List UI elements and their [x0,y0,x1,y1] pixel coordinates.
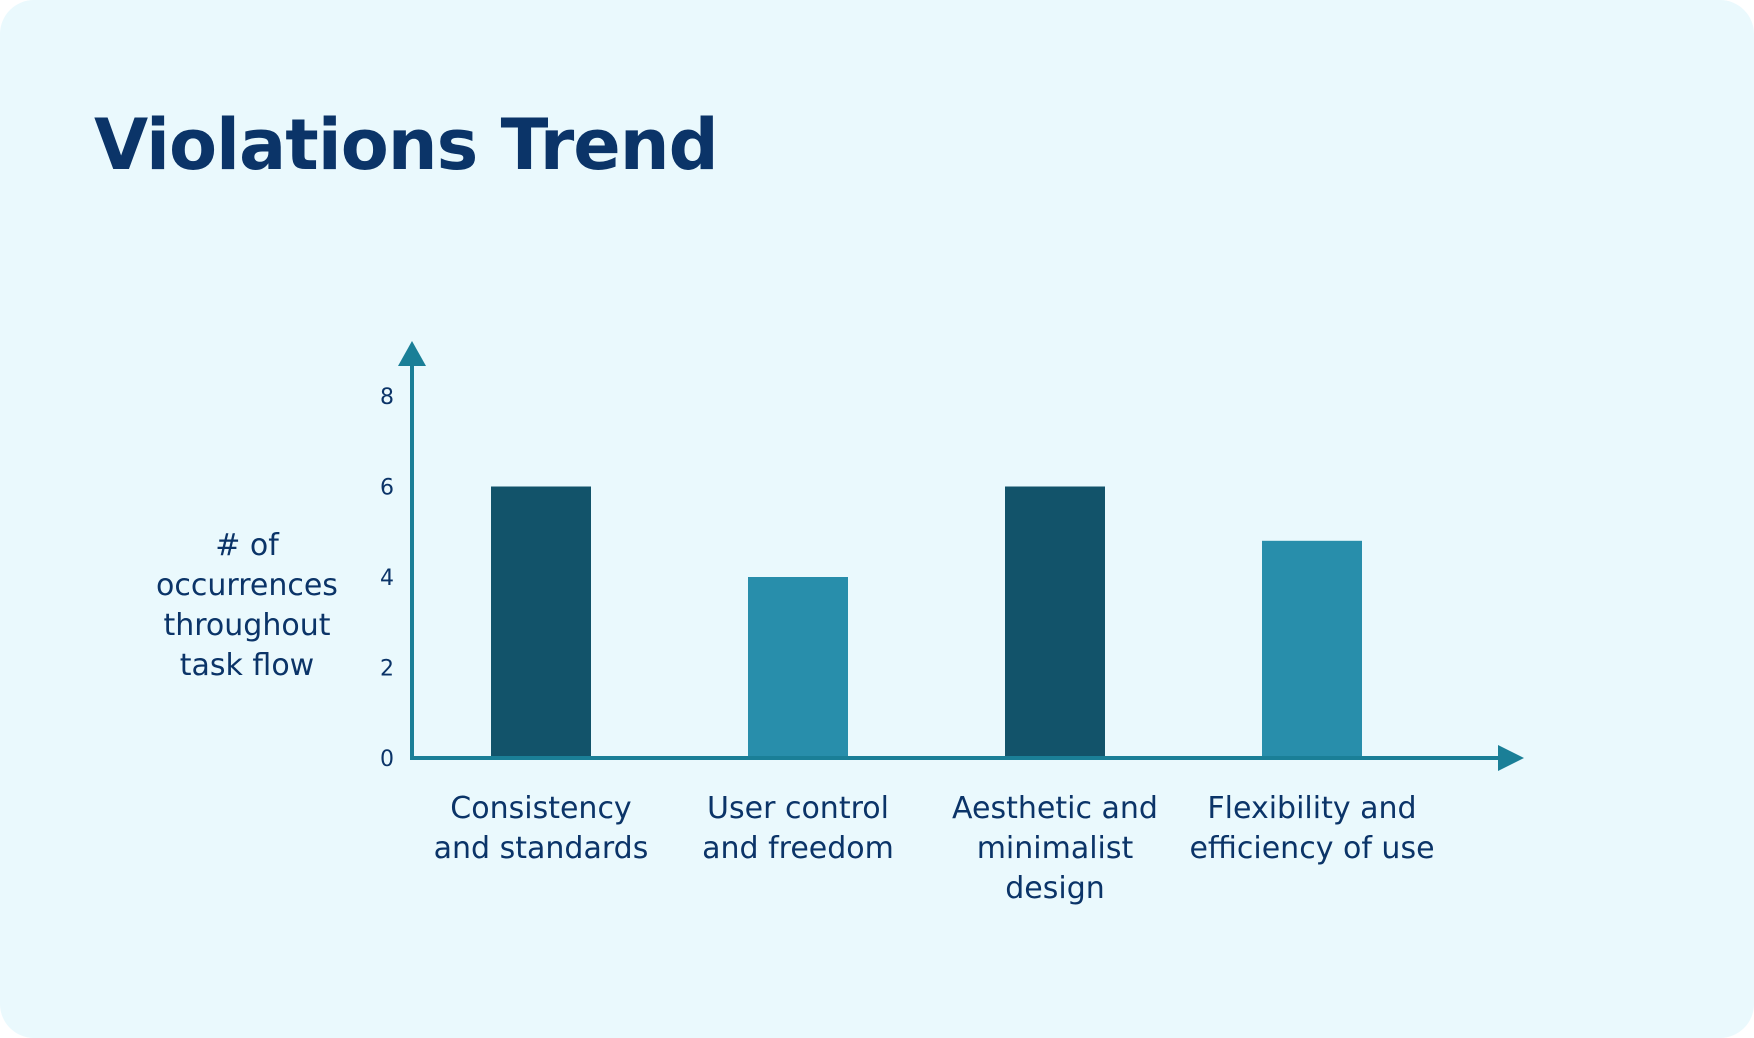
bar-1 [491,486,591,758]
y-axis-arrow-icon [398,341,426,366]
chart-title: Violations Trend [94,104,719,186]
y-axis-label: # of occurrences throughout task flow [156,528,338,683]
y-tick-label: 2 [380,657,394,682]
y-tick-label: 4 [380,566,394,591]
bar-2 [748,577,848,758]
y-tick-label: 8 [380,385,394,410]
bar-4 [1262,540,1362,758]
bar-3 [1005,486,1105,758]
y-tick-label: 6 [380,476,394,501]
x-axis-arrow-icon [1498,745,1524,771]
x-category-label: Flexibility and efficiency of use [1189,791,1434,866]
x-category-label: User control and freedom [702,791,894,866]
y-tick-label: 0 [380,747,394,772]
x-category-label: Aesthetic and minimalist design [952,791,1158,906]
x-category-label: Consistency and standards [434,791,649,866]
